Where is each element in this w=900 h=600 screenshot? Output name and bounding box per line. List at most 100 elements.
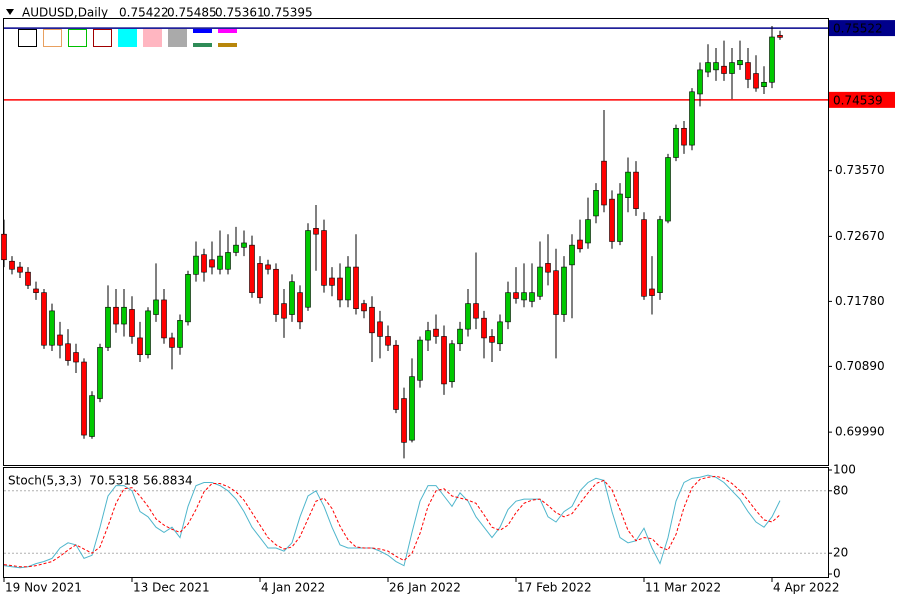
- y-tick-label: 80: [833, 483, 848, 497]
- candle-body: [553, 270, 559, 315]
- candle-body: [457, 328, 463, 345]
- candle-body: [17, 266, 23, 273]
- y-tick-label: 0: [833, 567, 841, 581]
- candle-body: [713, 62, 719, 71]
- y-tick-label: 0.70890: [835, 359, 885, 373]
- object-swatches: [18, 29, 237, 47]
- candle-body: [169, 337, 175, 348]
- candle-body: [441, 336, 447, 385]
- candle-body: [121, 306, 127, 325]
- candle-body: [609, 198, 615, 242]
- candle-body: [489, 336, 495, 343]
- candle-body: [185, 274, 191, 323]
- x-tick-label: 17 Feb 2022: [517, 581, 592, 595]
- candle-body: [177, 320, 183, 348]
- candle-body: [529, 292, 535, 302]
- candle-body: [97, 347, 103, 399]
- candle-body: [561, 266, 567, 315]
- candle-body: [537, 266, 543, 297]
- header-low: 0.75361: [215, 6, 265, 20]
- candle-body: [129, 309, 135, 337]
- candle-body: [777, 35, 783, 38]
- candle-body: [449, 343, 455, 383]
- candle-body: [737, 60, 743, 66]
- x-tick-label: 11 Mar 2022: [645, 581, 721, 595]
- candle-body: [337, 277, 343, 301]
- header-close: 0.75395: [263, 6, 313, 20]
- candle-body: [657, 219, 663, 293]
- candle-body: [729, 62, 735, 74]
- candle-body: [385, 336, 391, 346]
- candle-body: [217, 255, 223, 270]
- y-tick-label: 20: [833, 546, 848, 560]
- x-tick-label: 19 Nov 2021: [5, 581, 82, 595]
- candle-body: [753, 73, 759, 89]
- candle-body: [761, 81, 767, 87]
- candle-body: [145, 310, 151, 356]
- candle-body: [9, 260, 15, 270]
- candle-body: [521, 292, 527, 301]
- candle-body: [409, 376, 415, 441]
- candle-body: [313, 228, 319, 235]
- candle-body: [641, 219, 647, 297]
- candle-body: [201, 254, 207, 273]
- candle-body: [281, 303, 287, 319]
- candle-body: [545, 263, 551, 273]
- candle-body: [265, 264, 271, 270]
- candle-body: [289, 281, 295, 315]
- candle-body: [769, 36, 775, 83]
- stoch-line: [3, 474, 781, 569]
- candle-body: [377, 321, 383, 337]
- stoch-signal-value: 56.8834: [143, 474, 193, 488]
- level-label-box: [829, 91, 895, 108]
- candle-body: [681, 127, 687, 146]
- stoch-main-value: 70.5318: [89, 474, 139, 488]
- candle-body: [705, 62, 711, 73]
- candle-body: [33, 288, 39, 293]
- candle-body: [689, 91, 695, 146]
- y-tick-label: 0.69990: [835, 425, 885, 439]
- x-tick-label: 26 Jan 2022: [389, 581, 461, 595]
- stoch-panel-frame: [3, 467, 829, 578]
- candle-body: [113, 306, 119, 325]
- candle-body: [297, 292, 303, 323]
- candle-body: [209, 259, 215, 268]
- candle-body: [225, 252, 231, 270]
- stoch-title: Stoch(5,3,3): [8, 474, 82, 488]
- candle-body: [233, 244, 239, 253]
- candle-body: [345, 266, 351, 301]
- candle-body: [745, 62, 751, 80]
- candle-body: [273, 268, 279, 315]
- candle-body: [153, 299, 159, 315]
- candle-body: [585, 219, 591, 244]
- candle-body: [673, 127, 679, 158]
- candle-body: [401, 398, 407, 443]
- x-tick-label: 4 Jan 2022: [261, 581, 325, 595]
- candle-body: [625, 171, 631, 198]
- candle-body: [329, 277, 335, 286]
- candle-body: [81, 361, 87, 436]
- candle-body: [193, 255, 199, 275]
- candle-body: [633, 171, 639, 209]
- candle-body: [721, 65, 727, 74]
- y-tick-label: 0.71780: [835, 294, 885, 308]
- candle-body: [321, 230, 327, 286]
- candle-body: [665, 157, 671, 222]
- candle-body: [65, 343, 71, 361]
- candle-body: [161, 299, 167, 339]
- level-label-box: [829, 20, 895, 37]
- chart-title: AUDUSD,Daily: [22, 6, 108, 20]
- candle-body: [137, 337, 143, 356]
- x-tick-label: 13 Dec 2021: [133, 581, 210, 595]
- candle-body: [305, 230, 311, 308]
- x-tick-label: 4 Apr 2022: [773, 581, 840, 595]
- level-label: 0.75522: [833, 22, 883, 36]
- candle-body: [417, 339, 423, 381]
- y-tick-label: 0.73570: [835, 163, 885, 177]
- candle-body: [241, 242, 247, 248]
- candle-body: [41, 292, 47, 346]
- candle-body: [505, 292, 511, 323]
- candle-body: [497, 321, 503, 345]
